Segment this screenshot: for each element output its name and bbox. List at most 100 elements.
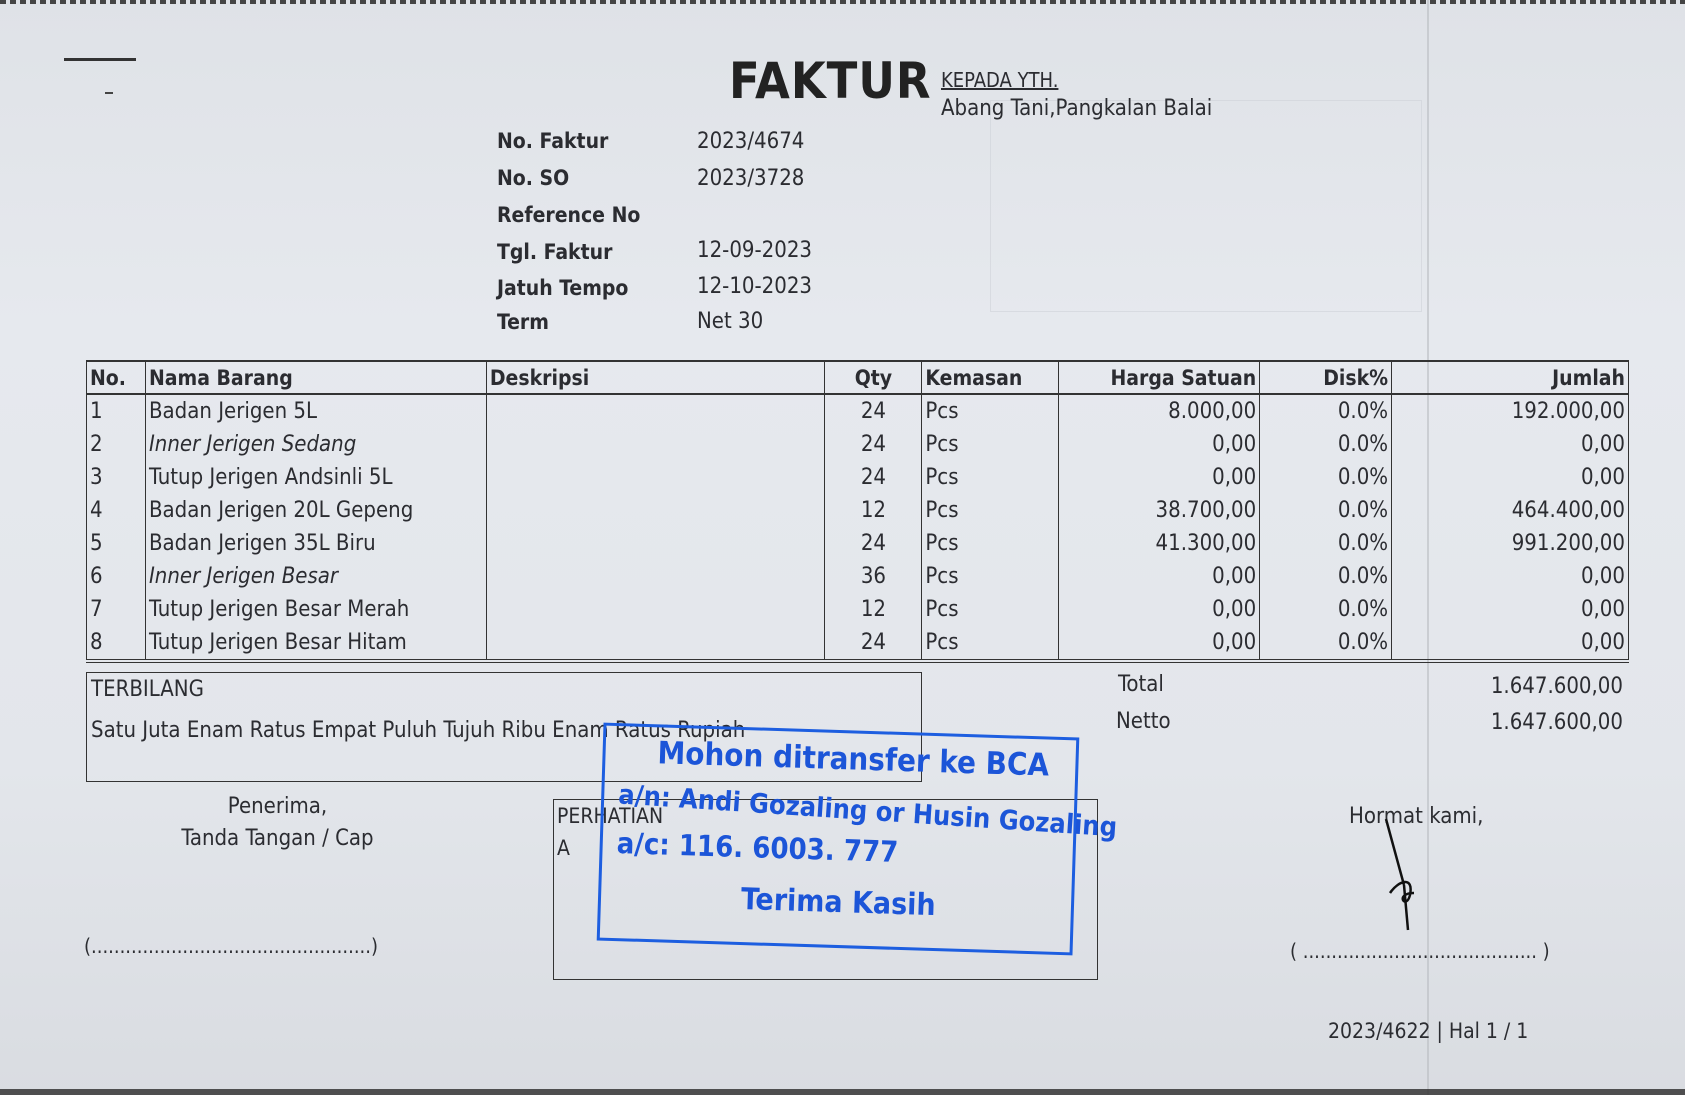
cell-jumlah: 0,00	[1391, 593, 1629, 626]
cell-jumlah: 0,00	[1391, 461, 1629, 494]
meta-label: No. SO	[497, 166, 570, 190]
cell-jumlah: 0,00	[1391, 428, 1629, 461]
receiver-label: Penerima,	[227, 794, 328, 819]
table-row: 8 Tutup Jerigen Besar Hitam 24 Pcs 0,00 0.0% 0…	[86, 626, 1629, 663]
meta-label: No. Faktur	[497, 129, 609, 153]
col-header-qty: Qty	[824, 360, 923, 395]
netto-label: Netto	[1116, 709, 1171, 734]
cell-kemasan: Pcs	[921, 461, 1060, 494]
table-row: 3 Tutup Jerigen Andsinli 5L 24 Pcs 0,00 0.0% 0…	[86, 461, 1629, 494]
terbilang-text: Satu Juta Enam Ratus Empat Puluh Tujuh R…	[91, 718, 746, 743]
cell-nama-barang: Badan Jerigen 5L	[144, 394, 487, 428]
cell-kemasan: Pcs	[921, 560, 1060, 593]
sender-label: Hormat kami,	[1349, 804, 1484, 829]
cell-qty: 12	[824, 494, 923, 527]
cell-harga-satuan: 8.000,00	[1058, 394, 1261, 428]
table-row: 5 Badan Jerigen 35L Biru 24 Pcs 41.300,00 0.0…	[86, 527, 1629, 560]
cell-kemasan: Pcs	[921, 394, 1060, 428]
terbilang-label: TERBILANG	[91, 677, 204, 702]
stamp-line-3: a/c: 116. 6003. 777	[616, 826, 899, 869]
cell-qty: 24	[824, 428, 923, 461]
cell-disk: 0.0%	[1259, 626, 1393, 663]
corner-mark	[64, 58, 136, 61]
cell-deskripsi	[485, 560, 826, 593]
cell-nama-barang: Tutup Jerigen Andsinli 5L	[144, 461, 487, 494]
perhatian-label: PERHATIAN	[557, 804, 664, 828]
table-header-row: No. Nama Barang Deskripsi Qty Kemasan Ha…	[86, 360, 1629, 395]
cell-disk: 0.0%	[1259, 494, 1393, 527]
col-header-deskripsi: Deskripsi	[485, 360, 826, 395]
items-table: No. Nama Barang Deskripsi Qty Kemasan Ha…	[86, 360, 1629, 663]
cell-jumlah: 464.400,00	[1391, 494, 1629, 527]
cell-no: 5	[86, 527, 146, 560]
col-header-no: No.	[86, 360, 146, 395]
cell-qty: 24	[824, 626, 923, 663]
cell-no: 4	[86, 494, 146, 527]
col-header-harga-satuan: Harga Satuan	[1058, 360, 1261, 395]
cell-deskripsi	[485, 494, 826, 527]
total-value: 1.647.600,00	[1490, 674, 1623, 699]
sender-sign-line: ( ......................................…	[1290, 939, 1550, 963]
cell-no: 3	[86, 461, 146, 494]
cell-no: 8	[86, 626, 146, 663]
terbilang-box: TERBILANG Satu Juta Enam Ratus Empat Pul…	[86, 672, 922, 782]
document-title: FAKTUR	[729, 52, 932, 110]
table-row: 2 Inner Jerigen Sedang 24 Pcs 0,00 0.0% 0,00	[86, 428, 1629, 461]
cell-jumlah: 0,00	[1391, 560, 1629, 593]
page-footer: 2023/4622 | Hal 1 / 1	[1328, 1019, 1529, 1043]
cell-jumlah: 0,00	[1391, 626, 1629, 663]
cell-nama-barang: Tutup Jerigen Besar Hitam	[144, 626, 487, 663]
netto-value: 1.647.600,00	[1490, 710, 1623, 735]
receiver-sign-line: (.......................................…	[84, 934, 378, 958]
cell-nama-barang: Badan Jerigen 35L Biru	[144, 527, 487, 560]
stamp-line-4: Terima Kasih	[740, 881, 937, 924]
meta-value: 12-09-2023	[697, 238, 813, 263]
cell-deskripsi	[485, 428, 826, 461]
cell-harga-satuan: 38.700,00	[1058, 494, 1261, 527]
col-header-nama-barang: Nama Barang	[144, 360, 487, 395]
cell-nama-barang: Badan Jerigen 20L Gepeng	[144, 494, 487, 527]
corner-dot	[105, 92, 113, 94]
cell-qty: 36	[824, 560, 923, 593]
bank-transfer-stamp: Mohon ditransfer ke BCA a/n: Andi Gozali…	[596, 722, 1118, 956]
table-row: 1 Badan Jerigen 5L 24 Pcs 8.000,00 0.0% 192.00…	[86, 394, 1629, 428]
cell-nama-barang: Inner Jerigen Besar	[144, 560, 487, 593]
show-through-box	[990, 100, 1422, 312]
cell-disk: 0.0%	[1259, 394, 1393, 428]
cell-deskripsi	[485, 593, 826, 626]
meta-label: Jatuh Tempo	[497, 276, 629, 300]
recipient-label: KEPADA YTH.	[941, 68, 1059, 92]
cell-deskripsi	[485, 527, 826, 560]
cell-qty: 12	[824, 593, 923, 626]
page-top-edge	[0, 0, 1685, 4]
cell-nama-barang: Tutup Jerigen Besar Merah	[144, 593, 487, 626]
cell-no: 7	[86, 593, 146, 626]
handwritten-signature	[1384, 818, 1415, 931]
cell-disk: 0.0%	[1259, 428, 1393, 461]
cell-harga-satuan: 0,00	[1058, 593, 1261, 626]
table-row: 6 Inner Jerigen Besar 36 Pcs 0,00 0.0% 0,00	[86, 560, 1629, 593]
cell-deskripsi	[485, 626, 826, 663]
cell-kemasan: Pcs	[921, 593, 1060, 626]
meta-label: Reference No	[497, 203, 641, 227]
meta-label: Tgl. Faktur	[497, 240, 613, 264]
cell-no: 2	[86, 428, 146, 461]
meta-value: 12-10-2023	[697, 274, 813, 299]
col-header-kemasan: Kemasan	[921, 360, 1060, 395]
meta-value: 2023/3728	[697, 166, 805, 191]
cell-harga-satuan: 0,00	[1058, 560, 1261, 593]
perhatian-text: A	[557, 836, 570, 860]
stamp-line-1: Mohon ditransfer ke BCA	[657, 735, 1050, 784]
perhatian-box: PERHATIAN A	[553, 799, 1098, 980]
cell-qty: 24	[824, 394, 923, 428]
cell-deskripsi	[485, 461, 826, 494]
cell-disk: 0.0%	[1259, 560, 1393, 593]
meta-label: Term	[497, 310, 549, 334]
page-bottom-edge	[0, 1089, 1685, 1095]
cell-harga-satuan: 0,00	[1058, 626, 1261, 663]
table-row: 4 Badan Jerigen 20L Gepeng 12 Pcs 38.700,00 0…	[86, 494, 1629, 527]
cell-kemasan: Pcs	[921, 626, 1060, 663]
table-row: 7 Tutup Jerigen Besar Merah 12 Pcs 0,00 0.0% 0…	[86, 593, 1629, 626]
cell-harga-satuan: 0,00	[1058, 428, 1261, 461]
cell-disk: 0.0%	[1259, 527, 1393, 560]
